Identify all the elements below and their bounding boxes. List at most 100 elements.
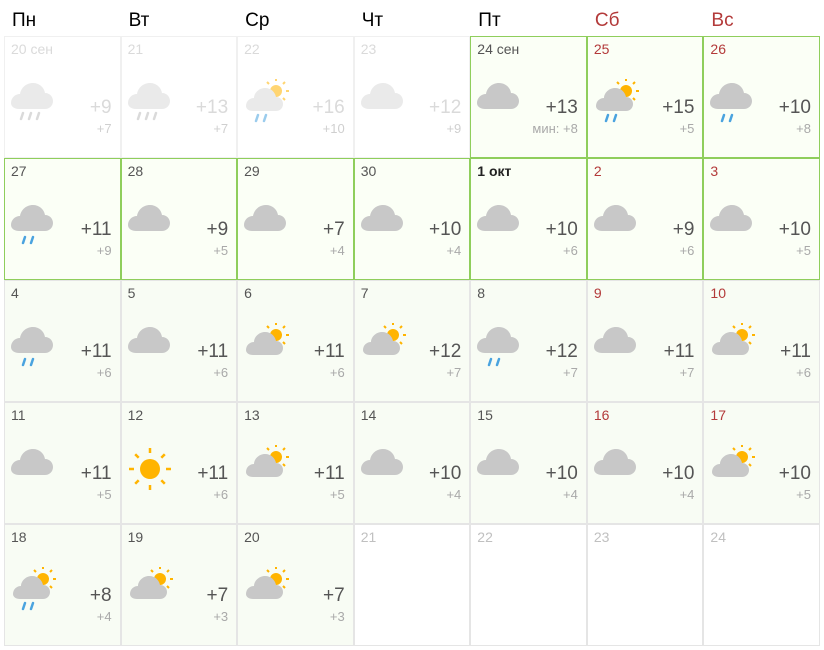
- temp-high: +11: [197, 341, 228, 363]
- temp-high: +10: [779, 463, 811, 485]
- temperatures: +13мин: +8: [532, 97, 577, 136]
- temp-low: +5: [81, 487, 112, 502]
- day-cell[interactable]: 2+9+6: [587, 158, 704, 280]
- day-cell[interactable]: 9+11+7: [587, 280, 704, 402]
- temperatures: +8+4: [90, 585, 112, 624]
- day-cell[interactable]: 18 +8+4: [4, 524, 121, 646]
- weather-icon: [126, 567, 174, 615]
- temp-high: +10: [546, 463, 578, 485]
- temp-high: +10: [779, 219, 811, 241]
- weather-icon: [475, 79, 523, 127]
- day-cell[interactable]: 6 +11+6: [237, 280, 354, 402]
- day-cell[interactable]: 24 сен+13мин: +8: [470, 36, 587, 158]
- weather-icon: [708, 201, 756, 249]
- temp-low: +7: [429, 365, 461, 380]
- temp-low: +4: [90, 609, 112, 624]
- day-cell[interactable]: 3+10+5: [703, 158, 820, 280]
- day-cell: 23+12+9: [354, 36, 471, 158]
- day-cell[interactable]: 28+9+5: [121, 158, 238, 280]
- temp-low: +6: [314, 365, 345, 380]
- day-cell[interactable]: 27 +11+9: [4, 158, 121, 280]
- day-cell[interactable]: 14+10+4: [354, 402, 471, 524]
- temp-high: +12: [429, 341, 461, 363]
- temp-low: +7: [546, 365, 578, 380]
- temp-low: +3: [206, 609, 228, 624]
- date-label: 12: [128, 407, 231, 423]
- day-cell[interactable]: 8 +12 +7: [470, 280, 587, 402]
- temp-high: +10: [662, 463, 694, 485]
- temperatures: +11+6: [197, 341, 228, 380]
- date-label: 25: [594, 41, 697, 57]
- day-cell[interactable]: 4 +11+6: [4, 280, 121, 402]
- temperatures: +9+6: [673, 219, 695, 258]
- date-label: 8: [477, 285, 580, 301]
- weather-icon: [592, 445, 640, 493]
- temp-high: +10: [429, 463, 461, 485]
- temp-high: +13: [196, 97, 228, 119]
- weekday-header: Пн: [4, 4, 121, 36]
- weather-icon: [475, 323, 523, 371]
- weather-icon: [242, 79, 290, 127]
- day-cell[interactable]: 19 +7+3: [121, 524, 238, 646]
- temp-low: +6: [780, 365, 811, 380]
- temp-high: +7: [206, 585, 228, 607]
- temperatures: +15+5: [662, 97, 694, 136]
- day-cell[interactable]: 25 +15+5: [587, 36, 704, 158]
- date-label: 30: [361, 163, 464, 179]
- temperatures: +10+5: [779, 219, 811, 258]
- day-cell: 24: [703, 524, 820, 646]
- weekday-header: Пт: [470, 4, 587, 36]
- date-label: 6: [244, 285, 347, 301]
- temp-low: +6: [673, 243, 695, 258]
- temp-high: +12: [546, 341, 578, 363]
- temp-low: +9: [429, 121, 461, 136]
- temp-low: +7: [664, 365, 695, 380]
- temp-high: +11: [314, 463, 345, 485]
- temp-high: +7: [323, 219, 345, 241]
- weather-icon: [708, 79, 756, 127]
- temp-low: +4: [429, 487, 461, 502]
- day-cell[interactable]: 11+11+5: [4, 402, 121, 524]
- temp-low: +4: [323, 243, 345, 258]
- temp-high: +15: [662, 97, 694, 119]
- day-cell[interactable]: 1 окт+10+6: [470, 158, 587, 280]
- day-cell[interactable]: 7 +12 +7: [354, 280, 471, 402]
- date-label: 18: [11, 529, 114, 545]
- date-label: 24: [710, 529, 813, 545]
- temperatures: +11+7: [664, 341, 695, 380]
- date-label: 21: [361, 529, 464, 545]
- temperatures: +11+9: [81, 219, 112, 258]
- day-cell[interactable]: 26 +10+8: [703, 36, 820, 158]
- day-cell[interactable]: 30+10+4: [354, 158, 471, 280]
- weather-icon: [9, 323, 57, 371]
- day-cell[interactable]: 13 +11+5: [237, 402, 354, 524]
- day-cell[interactable]: 20 +7+3: [237, 524, 354, 646]
- day-cell[interactable]: 17 +10+5: [703, 402, 820, 524]
- day-cell: 21 +13+7: [121, 36, 238, 158]
- day-cell: 20 сен +9+7: [4, 36, 121, 158]
- temp-low: +4: [662, 487, 694, 502]
- day-cell[interactable]: 10 +11+6: [703, 280, 820, 402]
- weather-icon: [126, 79, 174, 127]
- temp-high: +12: [429, 97, 461, 119]
- weather-icon: [9, 79, 57, 127]
- temp-high: +11: [197, 463, 228, 485]
- day-cell[interactable]: 12 +11+6: [121, 402, 238, 524]
- temperatures: +11+6: [314, 341, 345, 380]
- day-cell[interactable]: 5+11+6: [121, 280, 238, 402]
- date-label: 22: [244, 41, 347, 57]
- weather-icon: [708, 323, 756, 371]
- day-cell[interactable]: 15 +10+4: [470, 402, 587, 524]
- temp-low: +10: [312, 121, 344, 136]
- date-label: 7: [361, 285, 464, 301]
- temperatures: +10+4: [546, 463, 578, 502]
- date-label: 27: [11, 163, 114, 179]
- temperatures: +16+10: [312, 97, 344, 136]
- weather-icon: [708, 445, 756, 493]
- date-label: 15: [477, 407, 580, 423]
- day-cell[interactable]: 29+7+4: [237, 158, 354, 280]
- weather-icon: [359, 201, 407, 249]
- weather-icon: [592, 79, 640, 127]
- day-cell[interactable]: 16+10+4: [587, 402, 704, 524]
- date-label: 13: [244, 407, 347, 423]
